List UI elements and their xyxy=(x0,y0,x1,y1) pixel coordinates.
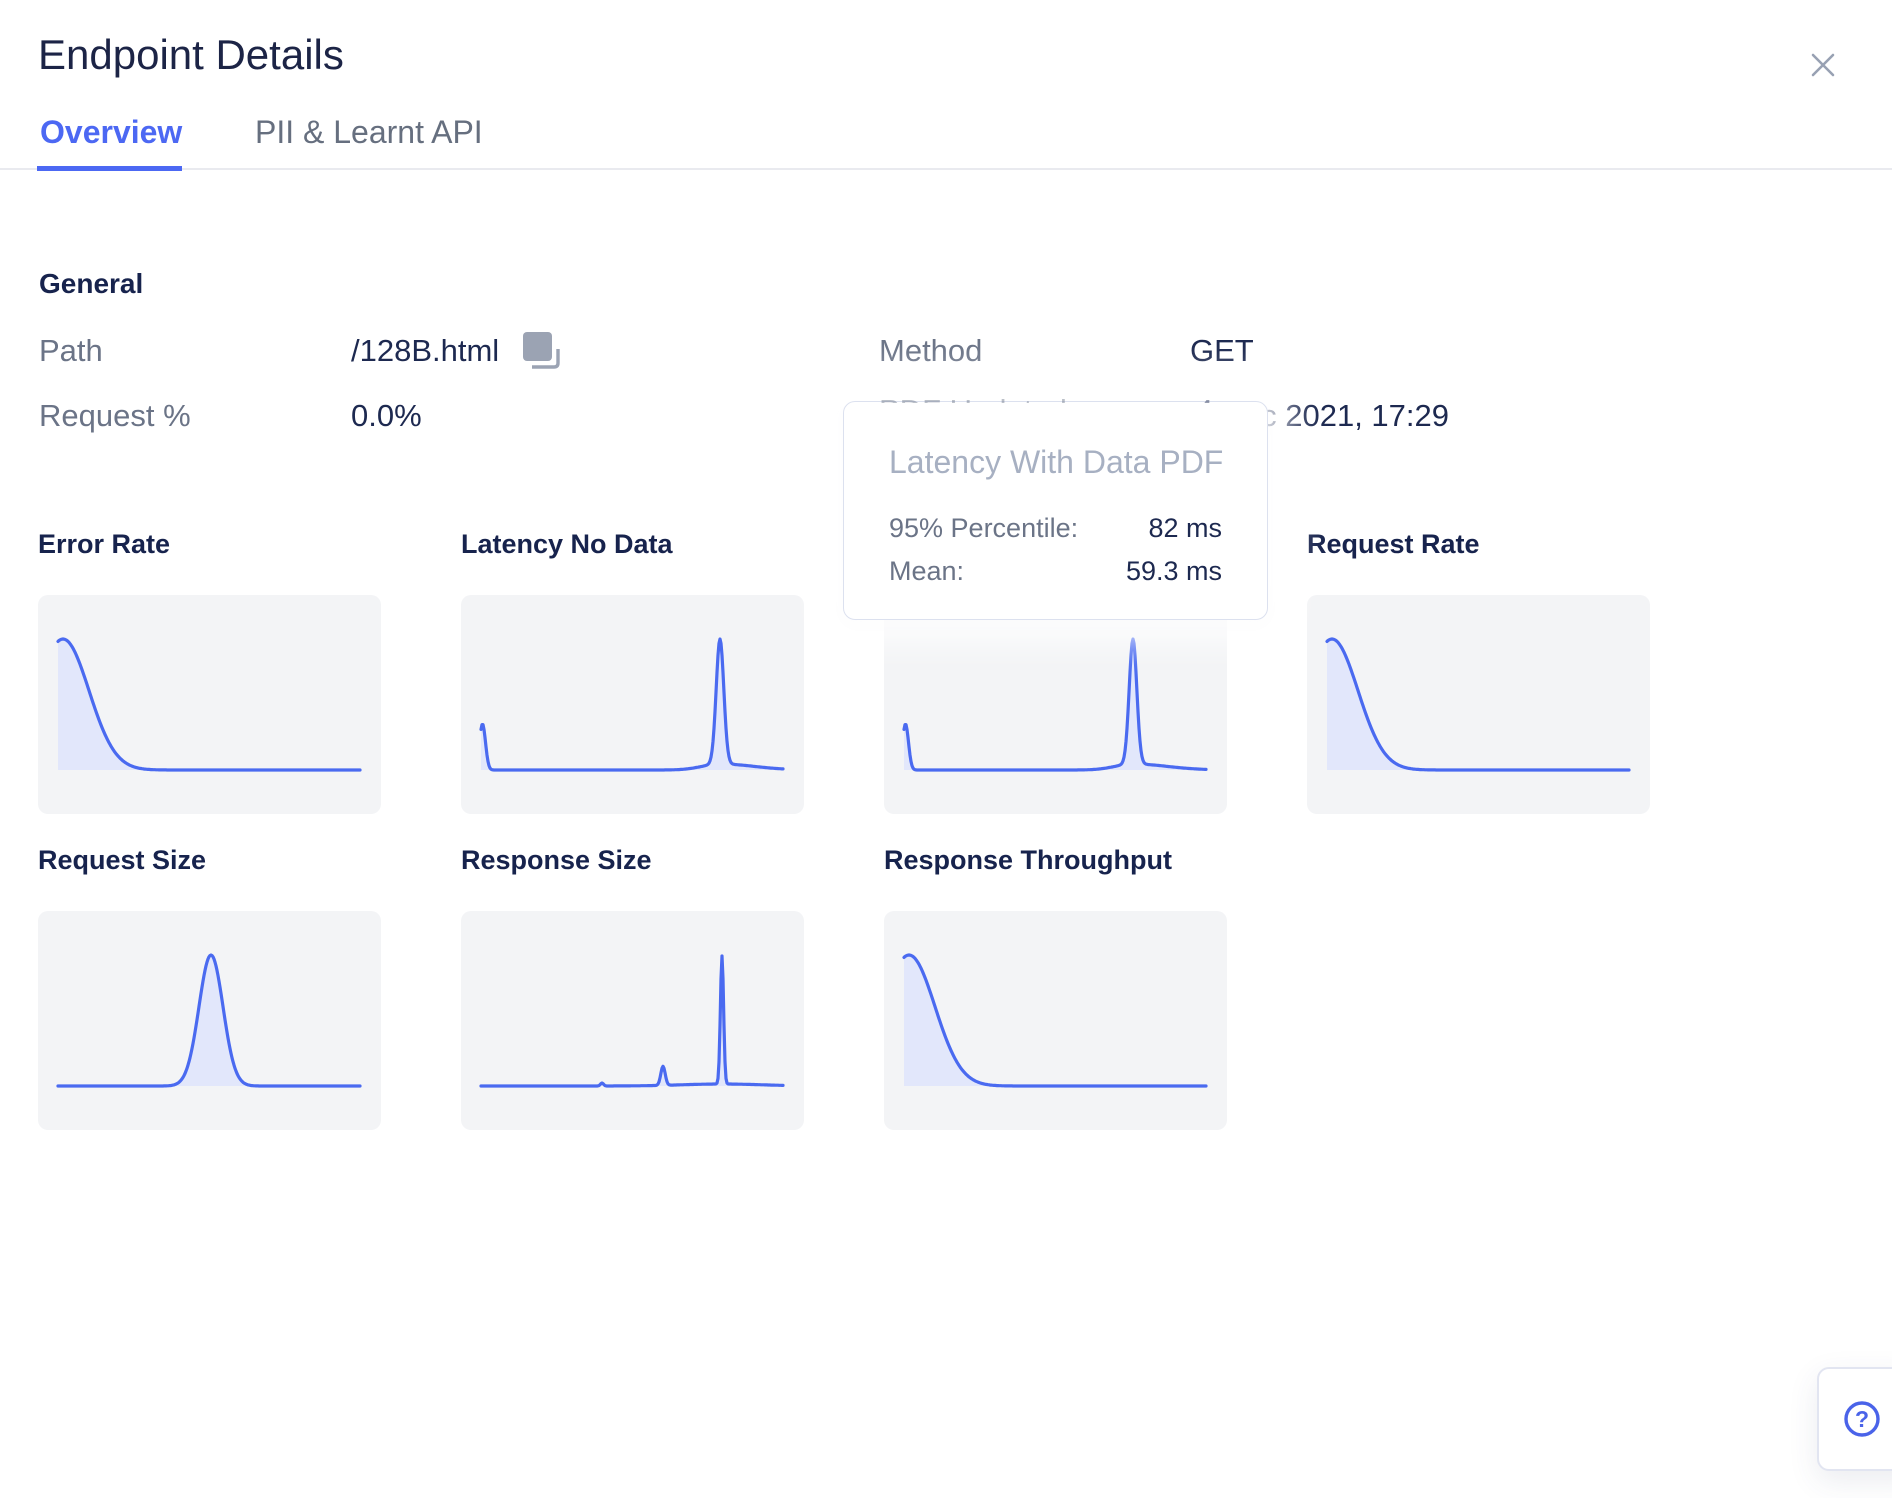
svg-text:?: ? xyxy=(1855,1406,1869,1432)
